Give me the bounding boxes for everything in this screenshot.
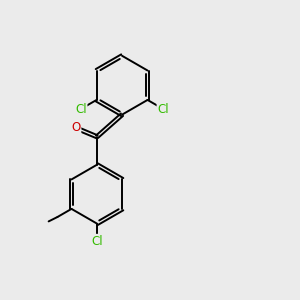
Text: O: O [71, 122, 80, 134]
Text: Cl: Cl [91, 235, 103, 248]
Text: Cl: Cl [158, 103, 169, 116]
Text: Cl: Cl [75, 103, 86, 116]
